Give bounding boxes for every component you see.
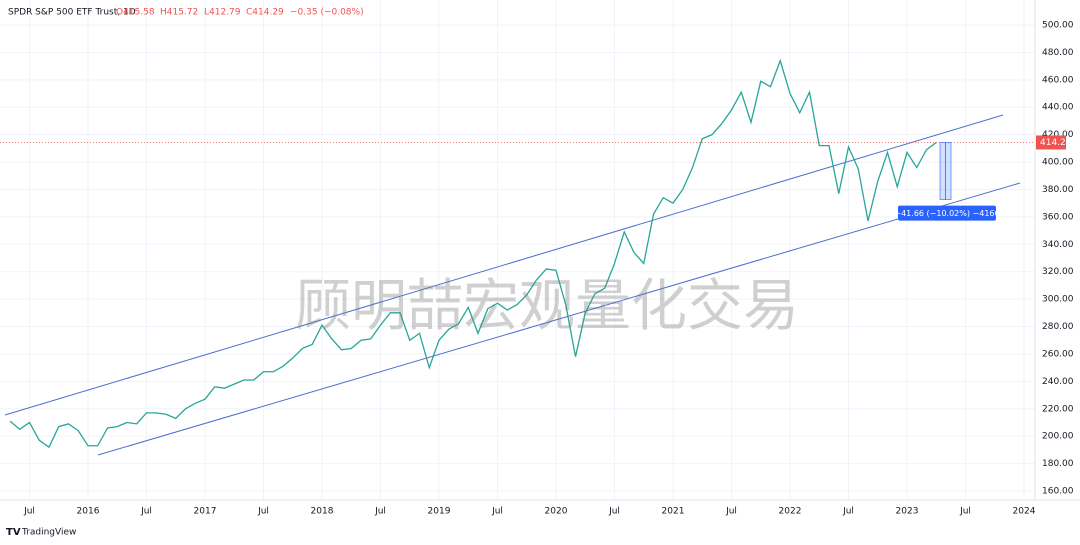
price-line — [9, 58, 937, 449]
watermark: 顾明喆宏观量化交易 — [295, 274, 799, 339]
change: −0.35 (−0.08%) — [290, 8, 364, 18]
x-tick-label: Jul — [491, 507, 503, 517]
x-tick-label: Jul — [23, 507, 35, 517]
y-tick-label: 460.00 — [1042, 75, 1074, 85]
plot — [9, 58, 937, 449]
x-tick-label: 2017 — [194, 507, 217, 517]
symbol: SPDR S&P 500 ETF Trust, 1D — [8, 8, 136, 18]
y-tick-label: 360.00 — [1042, 212, 1074, 222]
measure-label: −41.66 (−10.02%) −4166 — [894, 209, 999, 218]
y-tick-label: 260.00 — [1042, 349, 1074, 359]
channel-upper — [4, 114, 1004, 416]
x-tick-label: Jul — [374, 507, 386, 517]
y-tick-label: 220.00 — [1042, 404, 1074, 414]
x-tick-label: Jul — [608, 507, 620, 517]
x-tick-label: 2020 — [545, 507, 568, 517]
x-tick-label: Jul — [257, 507, 269, 517]
low: L412.79 — [204, 8, 241, 18]
x-tick-label: 2019 — [428, 507, 451, 517]
y-tick-label: 420.00 — [1042, 130, 1074, 140]
y-tick-label: 480.00 — [1042, 48, 1074, 58]
y-tick-label: 160.00 — [1042, 487, 1074, 497]
y-tick-label: 380.00 — [1042, 185, 1074, 195]
x-tick-label: 2024 — [1013, 507, 1036, 517]
x-tick-label: 2016 — [77, 507, 100, 517]
logo: TV — [6, 527, 21, 538]
x-tick-label: 2023 — [896, 507, 919, 517]
y-tick-label: 400.00 — [1042, 158, 1074, 168]
close: C414.29 — [246, 8, 284, 18]
y-tick-label: 180.00 — [1042, 459, 1074, 469]
y-tick-label: 440.00 — [1042, 103, 1074, 113]
x-tick-label: Jul — [140, 507, 152, 517]
footer: TradingView — [21, 528, 76, 538]
y-tick-label: 300.00 — [1042, 295, 1074, 305]
y-tick-label: 500.00 — [1042, 21, 1074, 31]
channel-lower — [97, 182, 1021, 456]
x-tick-label: 2018 — [311, 507, 334, 517]
open: O415.58 — [116, 8, 155, 18]
x-tick-label: Jul — [842, 507, 854, 517]
high: H415.72 — [160, 8, 198, 18]
grid — [0, 0, 1035, 500]
last-price-label: 414.29 — [1040, 138, 1072, 148]
y-tick-label: 320.00 — [1042, 267, 1074, 277]
header: SPDR S&P 500 ETF Trust, 1D O415.58 H415.… — [8, 8, 364, 18]
y-tick-label: 340.00 — [1042, 240, 1074, 250]
y-tick-label: 280.00 — [1042, 322, 1074, 332]
y-tick-label: 240.00 — [1042, 377, 1074, 387]
x-tick-label: 2022 — [779, 507, 802, 517]
measure-label-box — [898, 205, 996, 221]
x-tick-label: Jul — [959, 507, 971, 517]
x-tick-label: 2021 — [662, 507, 685, 517]
x-tick-label: Jul — [725, 507, 737, 517]
y-tick-label: 200.00 — [1042, 432, 1074, 442]
last-price-badge — [1036, 135, 1066, 150]
